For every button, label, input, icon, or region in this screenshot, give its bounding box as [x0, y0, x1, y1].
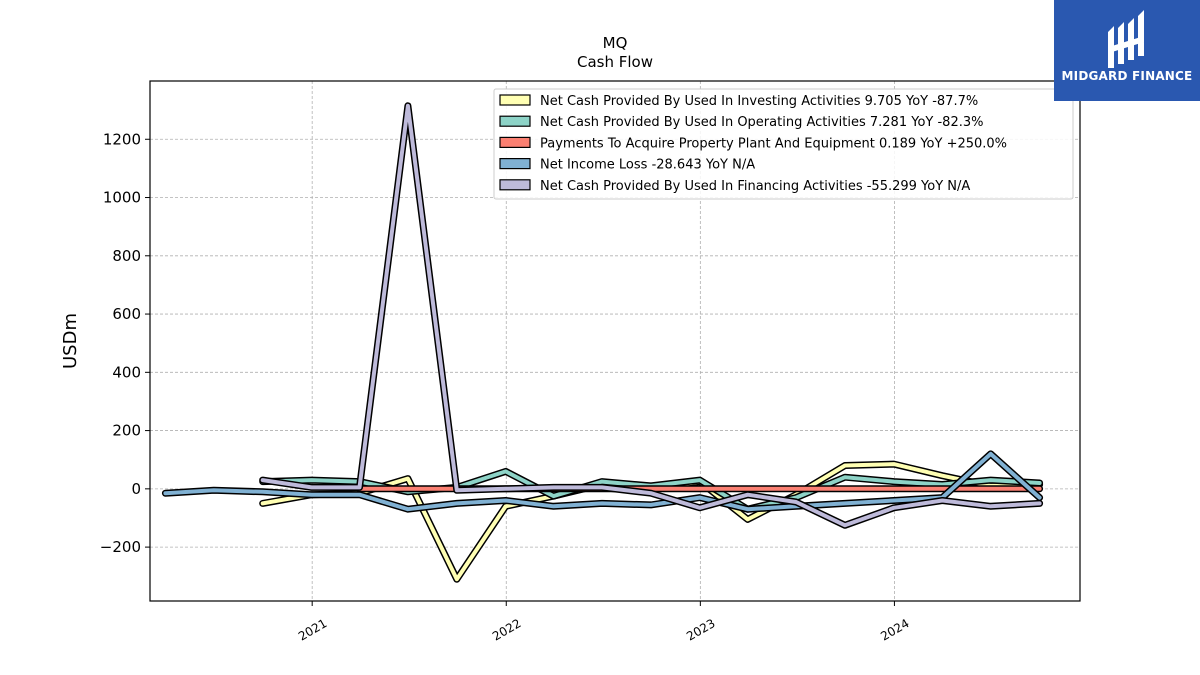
- y-tick-label: −200: [100, 538, 141, 556]
- legend-label: Net Income Loss -28.643 YoY N/A: [540, 158, 755, 173]
- legend-swatch: [499, 179, 531, 191]
- brand-logo: MIDGARD FINANCE: [1054, 0, 1200, 101]
- legend-label: Net Cash Provided By Used In Investing A…: [540, 94, 978, 109]
- series-layer: [161, 102, 1044, 583]
- legend-entry: Net Cash Provided By Used In Financing A…: [499, 179, 970, 194]
- chart-subtitle: Cash Flow: [577, 53, 653, 71]
- series-4-line: [161, 450, 1044, 513]
- legend-entry: Net Income Loss -28.643 YoY N/A: [499, 158, 755, 173]
- axes: −200 0 200 400 600 800 1000 1200 2021 2022 2023 202…: [100, 130, 912, 643]
- y-axis-label: USDm: [60, 313, 81, 369]
- y-tick-label: 200: [112, 422, 141, 440]
- x-tick-label: 2024: [878, 616, 911, 643]
- y-tick-label: 400: [112, 363, 141, 381]
- legend-label: Payments To Acquire Property Plant And E…: [540, 136, 1007, 151]
- legend-entry: Net Cash Provided By Used In Investing A…: [499, 94, 978, 109]
- legend-label: Net Cash Provided By Used In Operating A…: [540, 115, 983, 130]
- x-tick-label: 2022: [490, 616, 523, 643]
- series-stroke: [163, 451, 1042, 512]
- legend-swatch: [499, 158, 531, 170]
- legend-swatch: [499, 136, 531, 148]
- x-tick-label: 2023: [684, 616, 717, 643]
- series-stroke: [260, 103, 1042, 528]
- y-tick-label: 1200: [103, 130, 141, 148]
- chart-title: MQ: [603, 34, 628, 52]
- legend-entry: Net Cash Provided By Used In Operating A…: [499, 115, 983, 130]
- y-tick-label: 0: [131, 480, 141, 498]
- midgard-logo-icon: [1108, 10, 1144, 68]
- legend-label: Net Cash Provided By Used In Financing A…: [540, 179, 970, 194]
- plot-frame: [149, 80, 1081, 602]
- y-tick-label: 800: [112, 247, 141, 265]
- y-tick-label: 1000: [103, 189, 141, 207]
- legend-swatch: [499, 115, 531, 127]
- series-5-line: [259, 102, 1044, 529]
- x-tick-label: 2021: [296, 616, 329, 643]
- brand-name: MIDGARD FINANCE: [1061, 69, 1193, 83]
- legend-swatch: [499, 94, 531, 106]
- legend-box: [493, 88, 1074, 200]
- legend-entry: Payments To Acquire Property Plant And E…: [499, 136, 1007, 151]
- y-tick-label: 600: [112, 305, 141, 323]
- legend: Net Cash Provided By Used In Investing A…: [493, 88, 1074, 200]
